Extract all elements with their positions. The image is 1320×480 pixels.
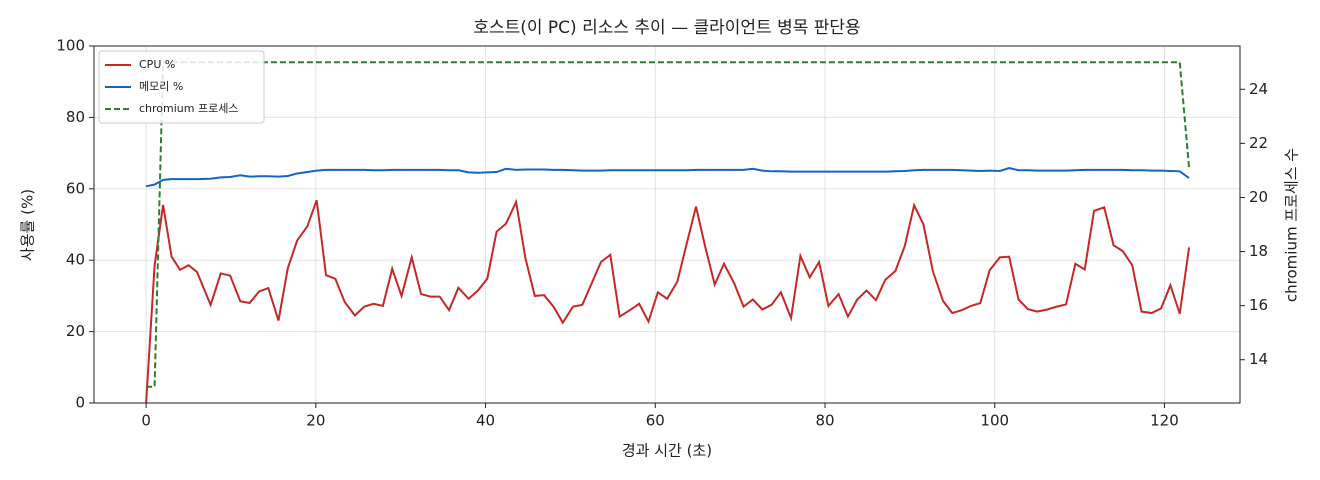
x-tick-label: 0 xyxy=(141,412,151,430)
x-tick-label: 60 xyxy=(646,412,665,430)
x-tick-label: 40 xyxy=(476,412,495,430)
legend-label: CPU % xyxy=(139,58,175,71)
y-tick-label: 0 xyxy=(75,394,85,412)
plot-frame xyxy=(93,45,1241,404)
y2-axis-label: chromium 프로세스 수 xyxy=(1283,148,1301,302)
chart-title: 호스트(이 PC) 리소스 추이 — 클라이언트 병목 판단용 xyxy=(473,18,860,38)
y-tick-label: 60 xyxy=(66,179,85,197)
y2-tick-label: 22 xyxy=(1249,134,1268,152)
legend-label: 메모리 % xyxy=(139,80,183,93)
legend: CPU % 메모리 % chromium 프로세스 xyxy=(98,50,265,124)
x-tick-label: 100 xyxy=(980,412,1009,430)
y-tick-label: 80 xyxy=(66,108,85,126)
x-axis-label: 경과 시간 (초) xyxy=(622,442,712,460)
y-tick-label: 20 xyxy=(66,322,85,340)
y2-tick-label: 20 xyxy=(1249,188,1268,206)
y2-tick-label: 16 xyxy=(1249,296,1268,314)
x-tick-label: 80 xyxy=(815,412,834,430)
series-line xyxy=(145,198,1191,404)
x-tick-label: 120 xyxy=(1150,412,1179,430)
y-tick-label: 40 xyxy=(66,251,85,269)
y2-tick-label: 18 xyxy=(1249,242,1268,260)
grid xyxy=(94,45,1240,404)
series-line xyxy=(145,167,1190,188)
y-tick-label: 100 xyxy=(56,37,85,55)
legend-box xyxy=(98,50,265,124)
series-line xyxy=(146,61,1191,388)
legend-label: chromium 프로세스 xyxy=(139,102,238,115)
y-axis-label: 사용률 (%) xyxy=(19,189,37,261)
x-tick-label: 20 xyxy=(306,412,325,430)
y2-tick-label: 24 xyxy=(1249,80,1268,98)
y2-tick-label: 14 xyxy=(1249,350,1268,368)
